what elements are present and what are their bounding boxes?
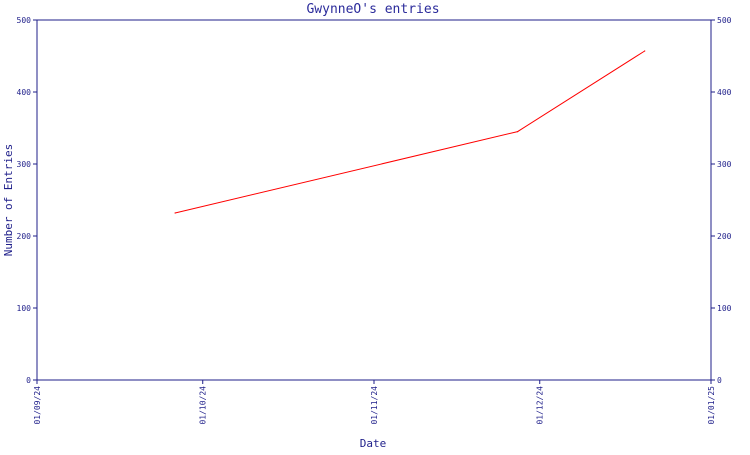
x-tick-label: 01/01/25 xyxy=(707,386,716,425)
plot-border xyxy=(36,19,712,381)
y-tick-label-right: 400 xyxy=(717,88,732,97)
x-tick-label: 01/12/24 xyxy=(536,386,545,425)
y-axis-label: Number of Entries xyxy=(2,144,15,257)
y-axis-left: 0 100 200 300 400 500 xyxy=(17,16,37,385)
y-tick-label-right: 0 xyxy=(717,376,722,385)
x-tick-label: 01/09/24 xyxy=(33,386,42,425)
y-tick-label-right: 100 xyxy=(717,304,732,313)
data-point xyxy=(517,131,519,133)
y-tick-label-left: 0 xyxy=(26,376,31,385)
chart-title: GwynneO's entries xyxy=(306,2,439,17)
y-axis-right: 0 100 200 300 400 500 xyxy=(711,16,732,385)
data-point xyxy=(644,50,646,52)
x-tick-label: 01/11/24 xyxy=(370,386,379,425)
y-tick-label-right: 200 xyxy=(717,232,732,241)
data-point xyxy=(174,212,176,214)
y-tick-label-left: 300 xyxy=(17,160,32,169)
plot-frame xyxy=(36,19,712,381)
y-tick-label-left: 200 xyxy=(17,232,32,241)
series-layer xyxy=(174,50,646,214)
y-tick-label-right: 500 xyxy=(717,16,732,25)
y-tick-label-left: 400 xyxy=(17,88,32,97)
y-tick-label-left: 100 xyxy=(17,304,32,313)
x-tick-label: 01/10/24 xyxy=(199,386,208,425)
y-tick-label-right: 300 xyxy=(717,160,732,169)
y-tick-label-left: 500 xyxy=(17,16,32,25)
x-axis-label: Date xyxy=(360,437,387,450)
x-axis: 01/09/24 01/10/24 01/11/24 01/12/24 01/01/25 xyxy=(33,380,716,425)
series-line xyxy=(174,50,645,214)
